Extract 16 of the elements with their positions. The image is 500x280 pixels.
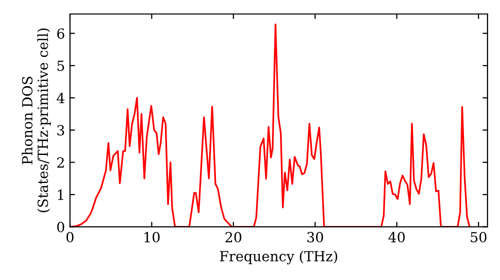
y-tick-label: 1 xyxy=(58,190,64,200)
y-tick-label: 5 xyxy=(57,60,64,72)
x-tick-label: 50 xyxy=(470,232,486,242)
y-tick-label: 2 xyxy=(57,157,64,168)
y-tick-label: 4 xyxy=(56,92,64,104)
x-tick-label: 0 xyxy=(66,232,74,242)
y-axis-title: Phonon DOS (States/THz·primitive cell) xyxy=(22,28,51,212)
x-tick-label: 10 xyxy=(144,232,160,242)
line-series xyxy=(70,23,470,227)
x-tick-label: 40 xyxy=(388,232,405,242)
y-tick-label: 0 xyxy=(57,222,64,232)
y-tick-label: 6 xyxy=(57,28,64,39)
x-tick-label: 20 xyxy=(226,232,242,242)
y-tick-label: 3 xyxy=(57,125,64,136)
x-tick-label: 30 xyxy=(307,232,324,242)
x-axis-title: Frequency (THz) xyxy=(220,250,338,264)
